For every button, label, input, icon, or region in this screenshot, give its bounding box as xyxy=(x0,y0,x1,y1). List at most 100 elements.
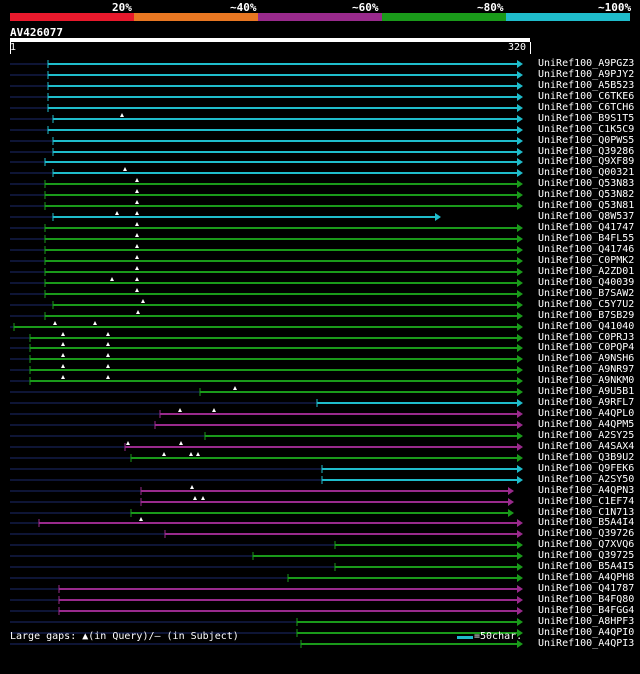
hit-label[interactable]: UniRef100_Q39726 xyxy=(538,528,635,539)
query-gap-marker xyxy=(106,375,110,379)
alignment-end-arrow xyxy=(517,257,523,265)
hit-label[interactable]: UniRef100_A8HPF3 xyxy=(538,616,635,627)
query-gap-marker xyxy=(135,255,139,259)
alignment-end-arrow xyxy=(517,60,523,68)
alignment-end-arrow xyxy=(517,344,523,352)
legend-label: 20% xyxy=(112,1,132,14)
hit-label[interactable]: UniRef100_Q3B9U2 xyxy=(538,452,635,463)
hit-label[interactable]: UniRef100_B7SAW2 xyxy=(538,288,635,299)
query-gap-marker xyxy=(61,342,65,346)
alignment-end-arrow xyxy=(517,563,523,571)
hit-label[interactable]: UniRef100_A2SY50 xyxy=(538,474,635,485)
alignment-end-arrow xyxy=(517,246,523,254)
alignment-end-arrow xyxy=(517,519,523,527)
hit-label[interactable]: UniRef100_A9NSH6 xyxy=(538,353,635,364)
hit-label[interactable]: UniRef100_Q40039 xyxy=(538,277,635,288)
hit-label[interactable]: UniRef100_Q53N81 xyxy=(538,200,635,211)
alignment-end-arrow xyxy=(517,126,523,134)
hit-label[interactable]: UniRef100_B7SB29 xyxy=(538,310,635,321)
hit-label[interactable]: UniRef100_A9NKM0 xyxy=(538,375,635,386)
hit-label[interactable]: UniRef100_C0PMK2 xyxy=(538,255,635,266)
hit-label[interactable]: UniRef100_Q00321 xyxy=(538,167,635,178)
query-gap-marker xyxy=(120,113,124,117)
hit-label[interactable]: UniRef100_C0PRJ3 xyxy=(538,332,635,343)
hit-label[interactable]: UniRef100_A9RFL7 xyxy=(538,397,635,408)
query-gap-marker xyxy=(135,189,139,193)
alignment-end-arrow xyxy=(517,137,523,145)
alignment-end-arrow xyxy=(517,334,523,342)
alignment-end-arrow xyxy=(435,213,441,221)
hit-label[interactable]: UniRef100_B5A4I4 xyxy=(538,517,635,528)
legend-label: ~80% xyxy=(477,1,504,14)
query-gap-marker xyxy=(135,178,139,182)
hit-label[interactable]: UniRef100_A2SY25 xyxy=(538,430,635,441)
query-gap-marker xyxy=(61,332,65,336)
query-gap-marker xyxy=(106,332,110,336)
query-gap-marker xyxy=(162,452,166,456)
hit-label[interactable]: UniRef100_Q39286 xyxy=(538,146,635,157)
hit-label[interactable]: UniRef100_A4QPH8 xyxy=(538,572,635,583)
ruler-start-tick xyxy=(10,42,11,54)
alignment-end-arrow xyxy=(517,104,523,112)
alignment-end-arrow xyxy=(517,410,523,418)
alignment-end-arrow xyxy=(517,443,523,451)
hit-label[interactable]: UniRef100_Q53N82 xyxy=(538,189,635,200)
alignment-end-arrow xyxy=(517,552,523,560)
hit-label[interactable]: UniRef100_C1EF74 xyxy=(538,496,635,507)
hit-label[interactable]: UniRef100_A9U5B1 xyxy=(538,386,635,397)
hit-label[interactable]: UniRef100_A4QPM5 xyxy=(538,419,635,430)
hit-label[interactable]: UniRef100_Q41746 xyxy=(538,244,635,255)
alignment-end-arrow xyxy=(508,498,514,506)
hit-label[interactable]: UniRef100_A9PJY2 xyxy=(538,69,635,80)
scale-swatch xyxy=(457,636,473,639)
alignment-end-arrow xyxy=(517,279,523,287)
hit-label[interactable]: UniRef100_B9S1T5 xyxy=(538,113,635,124)
hit-label[interactable]: UniRef100_C1K5C9 xyxy=(538,124,635,135)
hit-label[interactable]: UniRef100_C5Y7U2 xyxy=(538,299,635,310)
query-gap-marker xyxy=(93,321,97,325)
query-gap-marker xyxy=(106,364,110,368)
hit-label[interactable]: UniRef100_Q9XF89 xyxy=(538,156,635,167)
hit-label[interactable]: UniRef100_Q39725 xyxy=(538,550,635,561)
hit-label[interactable]: UniRef100_C6TCH6 xyxy=(538,102,635,113)
hit-label[interactable]: UniRef100_B5A4I5 xyxy=(538,561,635,572)
query-gap-marker xyxy=(135,200,139,204)
alignment-end-arrow xyxy=(517,640,523,648)
query-gap-marker xyxy=(139,517,143,521)
hit-label[interactable]: UniRef100_A4QPI0 xyxy=(538,627,635,638)
query-gap-marker xyxy=(212,408,216,412)
hit-label[interactable]: UniRef100_A4QPI3 xyxy=(538,638,635,649)
hit-label[interactable]: UniRef100_Q9FEK6 xyxy=(538,463,635,474)
hit-label[interactable]: UniRef100_A4QPL0 xyxy=(538,408,635,419)
hit-label[interactable]: UniRef100_A4QPN3 xyxy=(538,485,635,496)
hit-label[interactable]: UniRef100_Q0PWS5 xyxy=(538,135,635,146)
hit-label[interactable]: UniRef100_B4FGG4 xyxy=(538,605,635,616)
gaps-legend: Large gaps: ▲(in Query)/– (in Subject) xyxy=(10,631,239,642)
hit-label[interactable]: UniRef100_C0PQP4 xyxy=(538,342,635,353)
hit-label[interactable]: UniRef100_B4FQ80 xyxy=(538,594,635,605)
hit-label[interactable]: UniRef100_C1N713 xyxy=(538,507,635,518)
alignment-end-arrow xyxy=(517,71,523,79)
alignment-end-arrow xyxy=(517,585,523,593)
hit-label[interactable]: UniRef100_Q7XVQ6 xyxy=(538,539,635,550)
hit-label[interactable]: UniRef100_A2ZD01 xyxy=(538,266,635,277)
hit-label[interactable]: UniRef100_A9NR97 xyxy=(538,364,635,375)
alignment-end-arrow xyxy=(517,148,523,156)
hit-label[interactable]: UniRef100_A5B523 xyxy=(538,80,635,91)
alignment-end-arrow xyxy=(517,290,523,298)
hit-label[interactable]: UniRef100_Q8W537 xyxy=(538,211,635,222)
query-gap-marker xyxy=(135,222,139,226)
hit-label[interactable]: UniRef100_A9PGZ3 xyxy=(538,58,635,69)
alignment-end-arrow xyxy=(517,323,523,331)
hit-label[interactable]: UniRef100_Q41747 xyxy=(538,222,635,233)
hit-label[interactable]: UniRef100_C6TKE6 xyxy=(538,91,635,102)
hit-label[interactable]: UniRef100_Q53N83 xyxy=(538,178,635,189)
hit-label[interactable]: UniRef100_A4SAX4 xyxy=(538,441,635,452)
hit-label[interactable]: UniRef100_Q41040 xyxy=(538,321,635,332)
hit-label[interactable]: UniRef100_Q41787 xyxy=(538,583,635,594)
query-id: AV426077 xyxy=(10,26,63,39)
hit-label[interactable]: UniRef100_B4FL55 xyxy=(538,233,635,244)
alignment-end-arrow xyxy=(517,454,523,462)
query-gap-marker xyxy=(135,266,139,270)
query-gap-marker xyxy=(201,496,205,500)
